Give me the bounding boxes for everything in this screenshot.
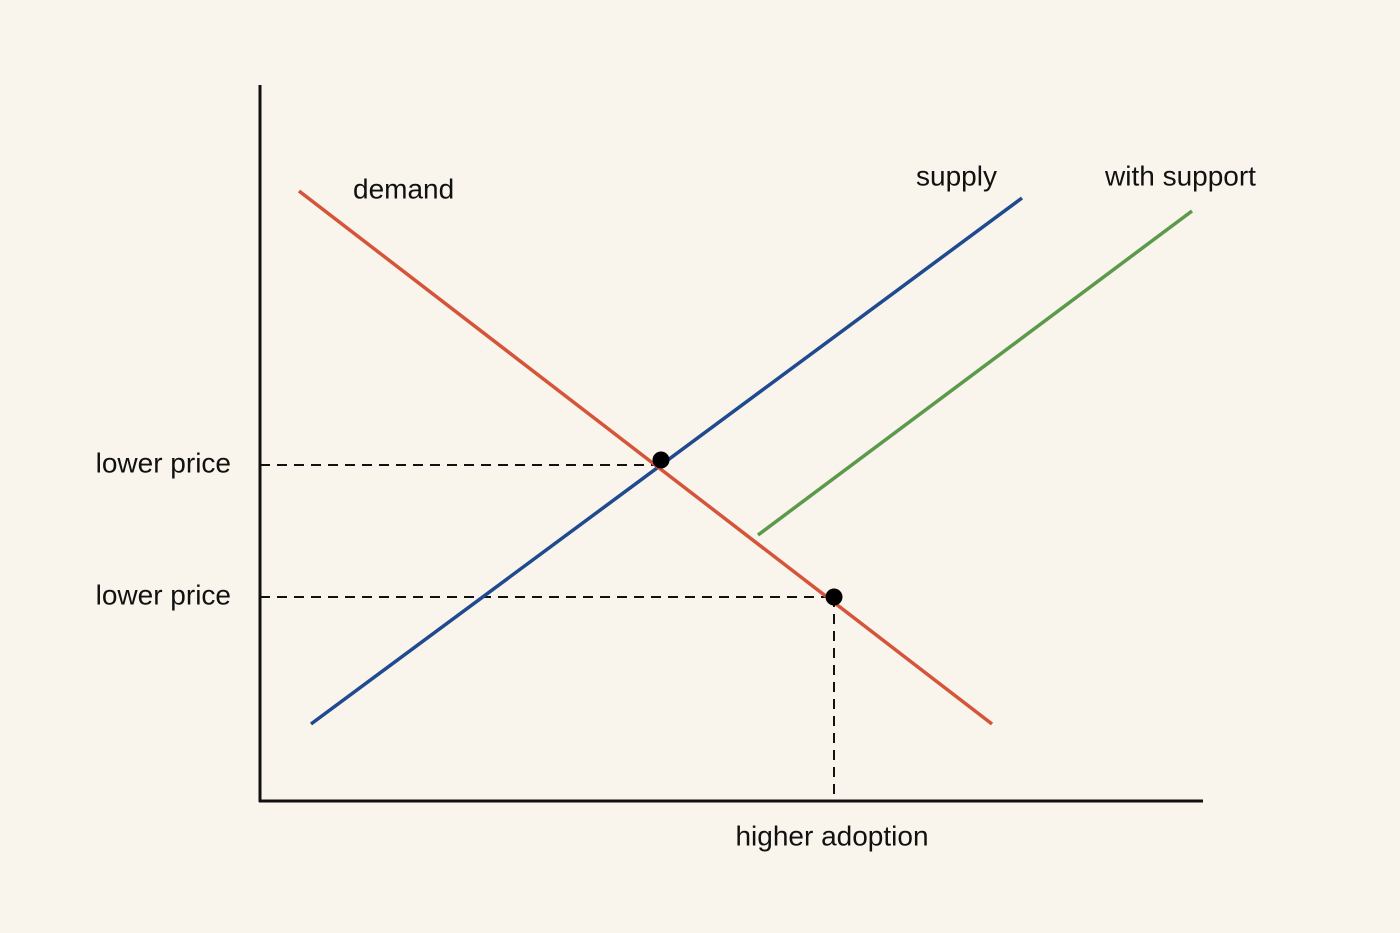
y-axis-label: lower price bbox=[96, 447, 231, 478]
support-curve bbox=[756, 209, 1194, 537]
y-axis-label: lower price bbox=[96, 579, 231, 610]
curve-label: demand bbox=[353, 173, 454, 204]
demand-curve bbox=[297, 189, 994, 726]
equilibrium-point bbox=[652, 451, 670, 469]
curve-label: supply bbox=[916, 160, 997, 191]
equilibrium-point bbox=[825, 588, 843, 606]
x-axis-label: higher adoption bbox=[735, 820, 928, 851]
curve-label: with support bbox=[1104, 160, 1256, 191]
